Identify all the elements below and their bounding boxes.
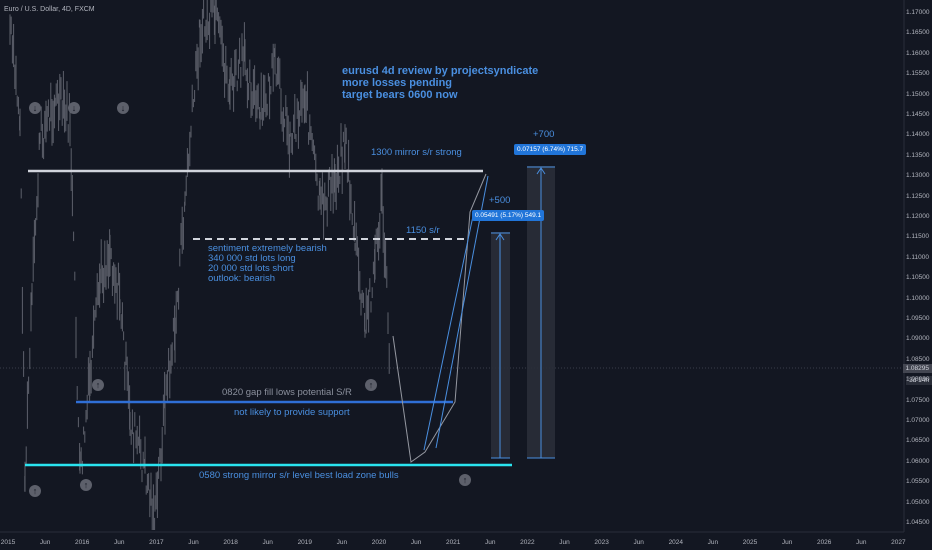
price-tick-label: 1.10500	[906, 274, 930, 282]
arrow-up-circle-icon: ↑	[365, 379, 377, 391]
projection-up-line-1	[423, 215, 474, 451]
price-tick-label: 1.14500	[906, 111, 930, 118]
symbol-title: Euro / U.S. Dollar, 4D, FXCM	[4, 6, 95, 13]
bar-countdown-tag: 3d 14h	[906, 376, 932, 385]
price-tick-label: 1.06500	[906, 437, 930, 445]
arrow-up-circle-icon: ↑	[29, 485, 41, 497]
arrow-up-circle-icon: ↑	[80, 479, 92, 491]
plus-500-label: +500	[489, 195, 511, 206]
time-tick-label: Jun	[114, 539, 125, 546]
time-tick-label: 2023	[594, 539, 609, 546]
sentiment-line-1: sentiment extremely bearish	[208, 243, 327, 254]
time-tick-label: Jun	[856, 539, 867, 546]
time-tick-label: 2017	[149, 539, 164, 546]
price-tick-label: 1.05500	[906, 478, 930, 486]
price-tick-label: 1.09500	[906, 315, 930, 322]
price-tick-label: 1.05000	[906, 498, 930, 506]
plus-700-label: +700	[533, 129, 555, 140]
time-tick-label: Jun	[781, 539, 793, 546]
time-tick-label: 2027	[891, 539, 906, 546]
price-tick-label: 1.07000	[906, 417, 930, 424]
price-tick-label: 1.15500	[906, 70, 930, 78]
price-tick-label: 1.13000	[906, 172, 930, 180]
mirror-0580-label: 0580 strong mirror s/r level best load z…	[199, 470, 399, 481]
time-tick-label: Jun	[485, 539, 496, 546]
time-tick-label: Jun	[336, 539, 348, 546]
price-tick-label: 1.12000	[906, 213, 930, 220]
price-tick-label: 1.11500	[906, 233, 930, 241]
price-tick-label: 1.10000	[906, 294, 930, 302]
time-tick-label: 2020	[371, 539, 387, 546]
time-tick-label: Jun	[39, 539, 51, 546]
time-tick-label: Jun	[707, 539, 719, 546]
headline-line-2: more losses pending	[342, 77, 453, 89]
gap-0820-label: 0820 gap fill lows potential S/R	[222, 387, 352, 398]
price-tick-label: 1.08000	[906, 376, 930, 384]
price-tick-label: 1.17000	[906, 9, 930, 16]
price-tick-label: 1.14000	[906, 131, 930, 139]
headline-line-1: eurusd 4d review by projectsyndicate	[342, 65, 539, 77]
arrow-down-circle-icon: ↓	[29, 102, 41, 114]
arrow-up-circle-icon: ↑	[459, 474, 471, 486]
sentiment-line-2: 340 000 std lots long	[208, 253, 296, 264]
sentiment-line-4: outlook: bearish	[208, 273, 276, 284]
price-tick-label: 1.15000	[906, 90, 930, 98]
price-tick-label: 1.16500	[906, 29, 930, 37]
time-tick-label: 2026	[816, 539, 832, 546]
measure-700-arrowhead	[536, 167, 546, 175]
arrow-down-circle-icon: ↓	[117, 102, 129, 114]
measure-500-arrowhead	[495, 233, 505, 241]
price-tick-label: 1.04500	[906, 519, 930, 526]
measure-500-box[interactable]: 0.05491 (5.17%) 549.1	[472, 210, 545, 221]
sr-1150-label: 1150 s/r	[406, 225, 440, 236]
time-tick-label: 2018	[223, 539, 238, 546]
time-tick-label: 2025	[742, 539, 758, 546]
time-tick-label: Jun	[188, 539, 199, 546]
no-support-label: not likely to provide support	[234, 407, 350, 418]
time-tick-label: 2019	[297, 539, 313, 546]
price-tick-label: 1.13500	[906, 151, 930, 159]
sentiment-line-3: 20 000 std lots short	[208, 263, 294, 274]
time-tick-label: 2021	[445, 539, 461, 546]
measure-700-box[interactable]: 0.07157 (6.74%) 715.7	[514, 144, 587, 155]
mirror-1300-label: 1300 mirror s/r strong	[371, 147, 462, 158]
time-tick-label: 2016	[74, 539, 90, 546]
arrow-down-circle-icon: ↓	[68, 102, 80, 114]
headline-line-3: target bears 0600 now	[342, 89, 458, 101]
headline-annotation: eurusd 4d review by projectsyndicate mor…	[342, 65, 538, 101]
price-tick-label: 1.12500	[906, 192, 930, 200]
time-tick-label: Jun	[633, 539, 644, 546]
projection-up-line-2	[435, 175, 489, 449]
time-tick-label: 2015	[0, 539, 16, 546]
price-tick-label: 1.08500	[906, 355, 930, 363]
price-tick-label: 1.11000	[906, 253, 930, 261]
sentiment-annotation: sentiment extremely bearish 340 000 std …	[208, 244, 327, 284]
time-tick-label: 2024	[668, 539, 684, 546]
price-tick-label: 1.16000	[906, 49, 930, 57]
price-tick-label: 1.06000	[906, 457, 930, 465]
arrow-up-circle-icon: ↑	[92, 379, 104, 391]
time-tick-label: Jun	[262, 539, 273, 546]
time-tick-label: Jun	[410, 539, 422, 546]
price-tick-label: 1.07500	[906, 396, 930, 404]
price-tick-label: 1.09000	[906, 335, 930, 343]
current-price-tag: 1.08295	[902, 364, 932, 373]
time-tick-label: 2022	[520, 539, 535, 546]
time-tick-label: Jun	[559, 539, 570, 546]
